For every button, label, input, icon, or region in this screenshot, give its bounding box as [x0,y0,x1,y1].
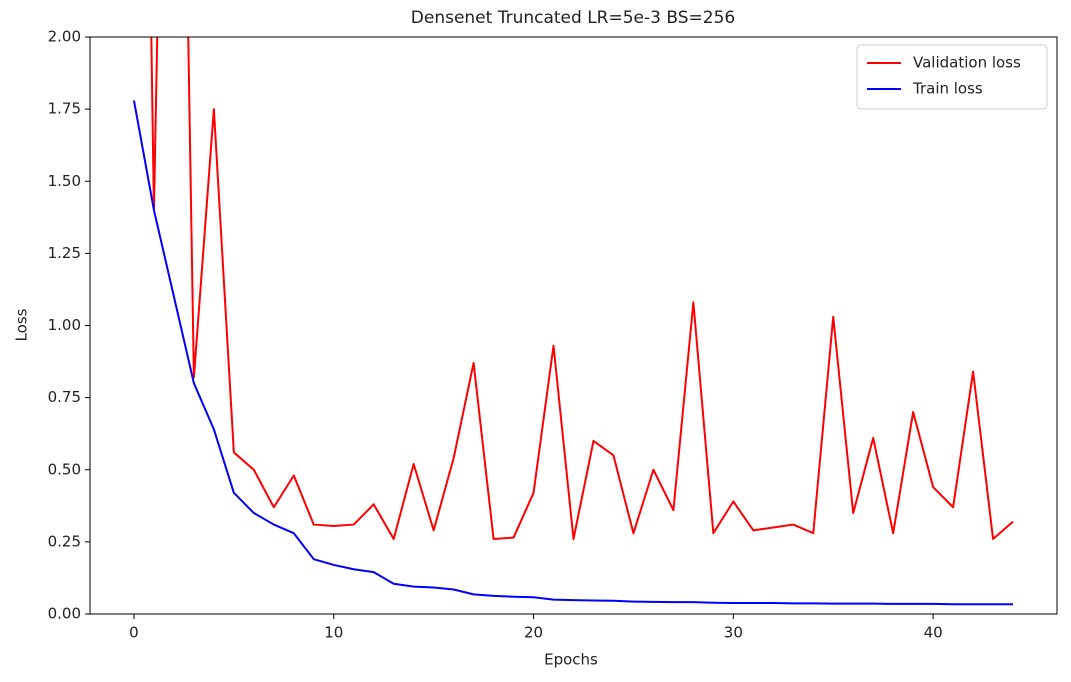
x-tick-label: 40 [924,624,943,642]
chart-title: Densenet Truncated LR=5e-3 BS=256 [411,8,735,28]
series-line [150,37,1014,540]
y-tick-label: 0.25 [48,532,81,550]
y-tick-label: 0.50 [48,460,81,478]
y-axis-label: Loss [13,308,31,341]
x-tick-label: 30 [724,624,743,642]
x-tick-label: 20 [524,624,543,642]
x-axis-label: Epochs [544,651,598,669]
y-tick-label: 0.75 [48,388,81,406]
series-line [132,100,1014,606]
y-tick-label: 1.00 [48,316,81,334]
axes-frame [89,36,1058,615]
y-tick-label: 0.00 [48,605,81,623]
legend-box [856,44,1048,110]
x-tick-label: 0 [129,624,139,642]
y-tick-label: 2.00 [48,28,81,46]
legend-label: Validation loss [913,54,1021,72]
y-tick-label: 1.50 [48,172,81,190]
x-tick-label: 10 [324,624,343,642]
y-tick-label: 1.25 [48,244,81,262]
legend-label: Train loss [912,80,983,98]
y-tick-label: 1.75 [48,100,81,118]
plot-area [132,37,1014,606]
